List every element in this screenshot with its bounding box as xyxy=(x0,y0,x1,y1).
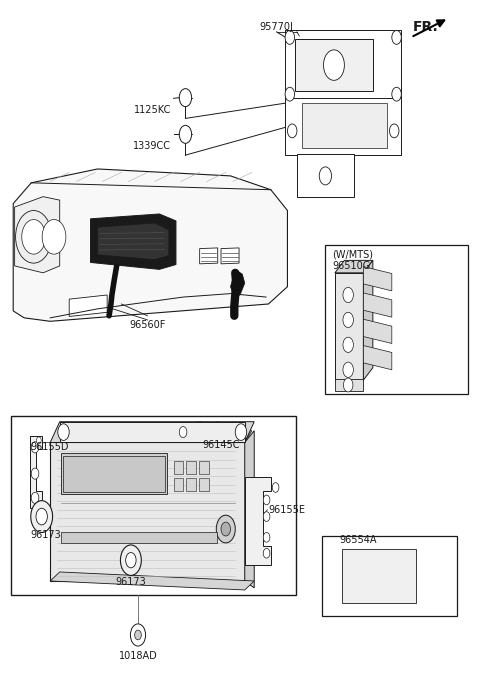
Polygon shape xyxy=(335,260,373,273)
Circle shape xyxy=(343,312,353,327)
Polygon shape xyxy=(335,379,363,391)
Circle shape xyxy=(31,442,39,453)
Circle shape xyxy=(263,495,270,505)
Text: 96554A: 96554A xyxy=(340,535,377,545)
Polygon shape xyxy=(245,477,271,565)
Polygon shape xyxy=(285,98,401,155)
Circle shape xyxy=(131,624,145,646)
Circle shape xyxy=(288,124,297,138)
Circle shape xyxy=(31,468,39,480)
Circle shape xyxy=(263,533,270,542)
Polygon shape xyxy=(335,273,363,380)
Polygon shape xyxy=(297,154,354,197)
Bar xyxy=(325,245,468,394)
Circle shape xyxy=(343,378,353,392)
Bar xyxy=(174,479,183,491)
Circle shape xyxy=(235,424,247,440)
Polygon shape xyxy=(50,572,254,590)
Bar xyxy=(12,416,296,595)
Polygon shape xyxy=(13,169,288,321)
Circle shape xyxy=(31,500,53,533)
Text: (W/MTS): (W/MTS) xyxy=(333,249,373,259)
Circle shape xyxy=(263,549,270,558)
Circle shape xyxy=(216,515,235,543)
Polygon shape xyxy=(200,248,218,264)
Text: 96173: 96173 xyxy=(30,530,61,540)
Polygon shape xyxy=(97,223,169,260)
Circle shape xyxy=(319,167,332,185)
Circle shape xyxy=(42,219,66,254)
Polygon shape xyxy=(363,293,392,317)
Polygon shape xyxy=(363,319,392,343)
Text: 96155D: 96155D xyxy=(30,443,69,452)
Text: 95770J: 95770J xyxy=(260,22,293,32)
Bar xyxy=(186,461,196,474)
Polygon shape xyxy=(363,267,392,291)
Circle shape xyxy=(324,50,344,80)
Polygon shape xyxy=(14,197,60,273)
Bar xyxy=(60,533,217,543)
Circle shape xyxy=(343,288,353,303)
Bar xyxy=(186,479,196,491)
Circle shape xyxy=(343,337,353,352)
Polygon shape xyxy=(230,269,245,297)
Polygon shape xyxy=(295,39,373,91)
Circle shape xyxy=(343,362,353,378)
Polygon shape xyxy=(285,31,401,100)
Circle shape xyxy=(58,424,69,440)
Polygon shape xyxy=(221,248,239,264)
Polygon shape xyxy=(363,346,392,370)
Polygon shape xyxy=(245,431,254,588)
Text: FR.: FR. xyxy=(413,20,439,34)
Bar xyxy=(60,453,168,494)
Polygon shape xyxy=(91,214,176,269)
Circle shape xyxy=(272,482,279,492)
Circle shape xyxy=(263,512,270,521)
Text: 1018AD: 1018AD xyxy=(119,651,157,662)
Polygon shape xyxy=(363,260,373,380)
Circle shape xyxy=(221,522,230,536)
Circle shape xyxy=(392,31,401,45)
Circle shape xyxy=(36,437,41,444)
Circle shape xyxy=(120,545,141,575)
Bar xyxy=(199,461,209,474)
Circle shape xyxy=(389,124,399,138)
Circle shape xyxy=(135,630,141,640)
Polygon shape xyxy=(301,103,387,148)
Text: 1125KC: 1125KC xyxy=(134,105,171,115)
Bar xyxy=(342,549,416,603)
Circle shape xyxy=(392,87,401,101)
Circle shape xyxy=(31,492,39,503)
Bar xyxy=(63,456,165,491)
Text: 96510G: 96510G xyxy=(333,261,371,271)
Circle shape xyxy=(285,31,295,45)
Circle shape xyxy=(36,508,48,525)
Text: 96145C: 96145C xyxy=(202,440,240,450)
Polygon shape xyxy=(60,431,252,443)
Circle shape xyxy=(179,126,192,143)
Text: 96155E: 96155E xyxy=(268,505,305,514)
Circle shape xyxy=(22,219,46,254)
Polygon shape xyxy=(60,422,245,443)
Polygon shape xyxy=(69,295,107,316)
Circle shape xyxy=(285,87,295,101)
Circle shape xyxy=(179,426,187,438)
Bar xyxy=(174,461,183,474)
Text: 96560F: 96560F xyxy=(129,320,166,329)
Bar xyxy=(199,479,209,491)
Bar xyxy=(322,536,457,616)
Text: 96173: 96173 xyxy=(116,577,146,587)
Text: 1339CC: 1339CC xyxy=(133,141,171,151)
Circle shape xyxy=(15,211,52,263)
Circle shape xyxy=(179,89,192,107)
Polygon shape xyxy=(50,443,245,581)
Polygon shape xyxy=(30,436,42,508)
Polygon shape xyxy=(50,422,254,443)
Circle shape xyxy=(126,553,136,567)
